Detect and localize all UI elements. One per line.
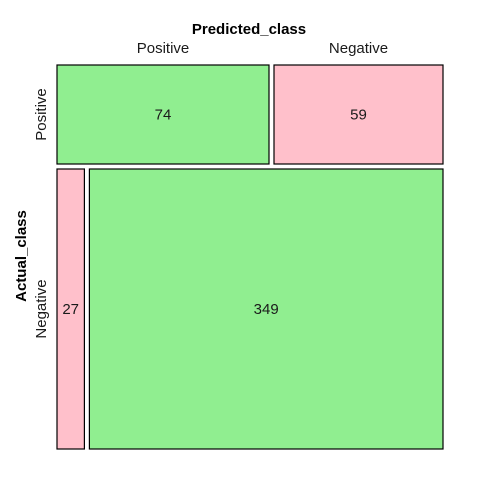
y-variable-title: Actual_class xyxy=(13,210,30,302)
column-label-negative: Negative xyxy=(329,40,388,57)
cell-count-label: 27 xyxy=(62,301,79,318)
row-label-negative: Negative xyxy=(33,279,50,338)
row-label-positive: Positive xyxy=(33,88,50,141)
cell-count-label: 59 xyxy=(350,107,367,124)
column-label-positive: Positive xyxy=(137,40,190,57)
cell-count-label: 74 xyxy=(155,107,172,124)
mosaic-cells xyxy=(57,65,443,449)
cell-count-label: 349 xyxy=(254,301,279,318)
x-variable-title: Predicted_class xyxy=(192,21,306,38)
